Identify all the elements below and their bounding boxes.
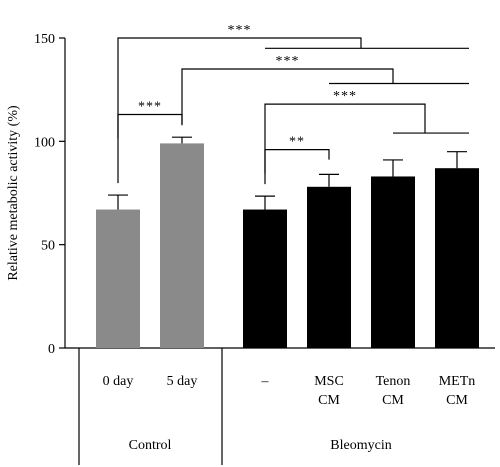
significance-bracket: [264, 149, 330, 174]
bar: [96, 209, 140, 348]
category-label: Tenon: [376, 374, 411, 389]
significance-bracket: [117, 37, 362, 184]
group-label: Bleomycin: [330, 438, 391, 453]
category-label: CM: [318, 393, 340, 408]
significance-label: ***: [276, 54, 300, 69]
y-tick-label: 0: [48, 342, 55, 357]
category-label: 5 day: [167, 374, 198, 389]
group-label: Control: [129, 438, 172, 453]
significance-bracket: [264, 103, 426, 185]
bar: [371, 176, 415, 348]
category-label: –: [261, 374, 270, 389]
y-tick-label: 100: [34, 135, 55, 150]
significance-label: ***: [138, 99, 162, 114]
bar: [243, 209, 287, 348]
category-label: METn: [439, 374, 476, 389]
y-tick-label: 50: [41, 239, 55, 254]
category-label: CM: [382, 393, 404, 408]
significance-bracket: [181, 68, 394, 126]
bar: [307, 186, 351, 348]
significance-bracket: [117, 113, 183, 139]
bar: [160, 143, 204, 348]
y-axis-label: Relative metabolic activity (%): [6, 105, 21, 281]
label-layer: 0 day 5 day – MSC CM Tenon CM METn CM Control Bleo…: [103, 374, 476, 453]
bar: [435, 168, 479, 348]
significance-label: **: [289, 135, 305, 150]
significance-label: ***: [228, 23, 252, 38]
significance-layer: **************: [117, 23, 469, 185]
y-tick-label: 150: [34, 32, 55, 47]
category-label: CM: [446, 393, 468, 408]
category-label: 0 day: [103, 374, 134, 389]
category-label: MSC: [314, 374, 344, 389]
significance-label: ***: [333, 89, 357, 104]
bars-layer: [96, 136, 479, 348]
